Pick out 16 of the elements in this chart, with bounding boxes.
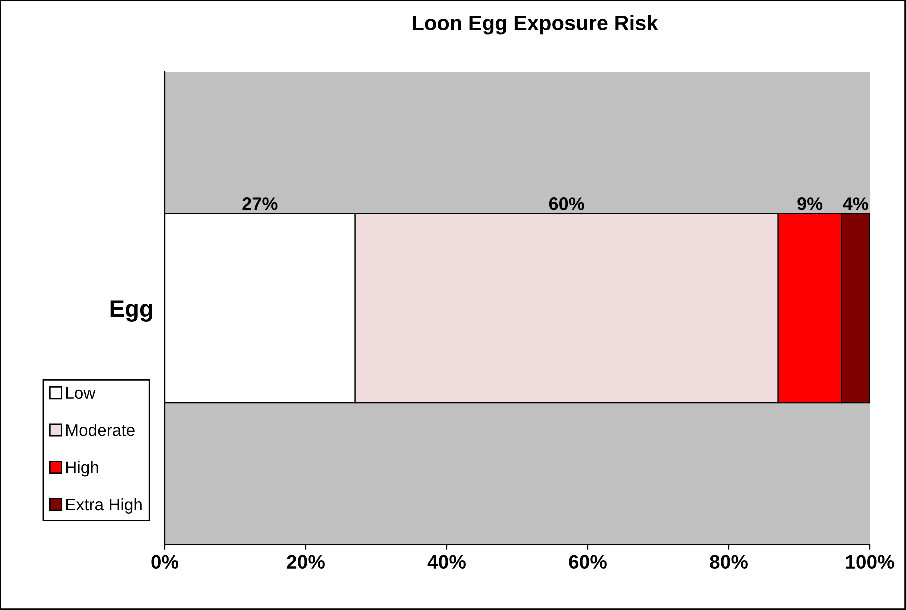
- data-label: 60%: [549, 198, 584, 210]
- x-tick-label: 20%: [287, 555, 325, 570]
- legend-label: Low: [66, 387, 96, 400]
- x-tick-label: 40%: [428, 555, 466, 570]
- data-label: 4%: [843, 198, 868, 210]
- legend-label: Extra High: [66, 498, 142, 514]
- legend-label: High: [66, 461, 98, 477]
- data-label: 27%: [242, 198, 278, 210]
- x-tick-label: 60%: [569, 555, 607, 570]
- x-tick-label: 100%: [846, 555, 894, 570]
- y-tick-label: Egg: [110, 300, 152, 322]
- legend-label: Moderate: [66, 424, 135, 436]
- x-tick-label: 80%: [710, 555, 748, 570]
- data-label: 9%: [798, 198, 823, 210]
- x-tick-label: 0%: [152, 555, 179, 570]
- chart-title: Loon Egg Exposure Risk: [413, 15, 658, 35]
